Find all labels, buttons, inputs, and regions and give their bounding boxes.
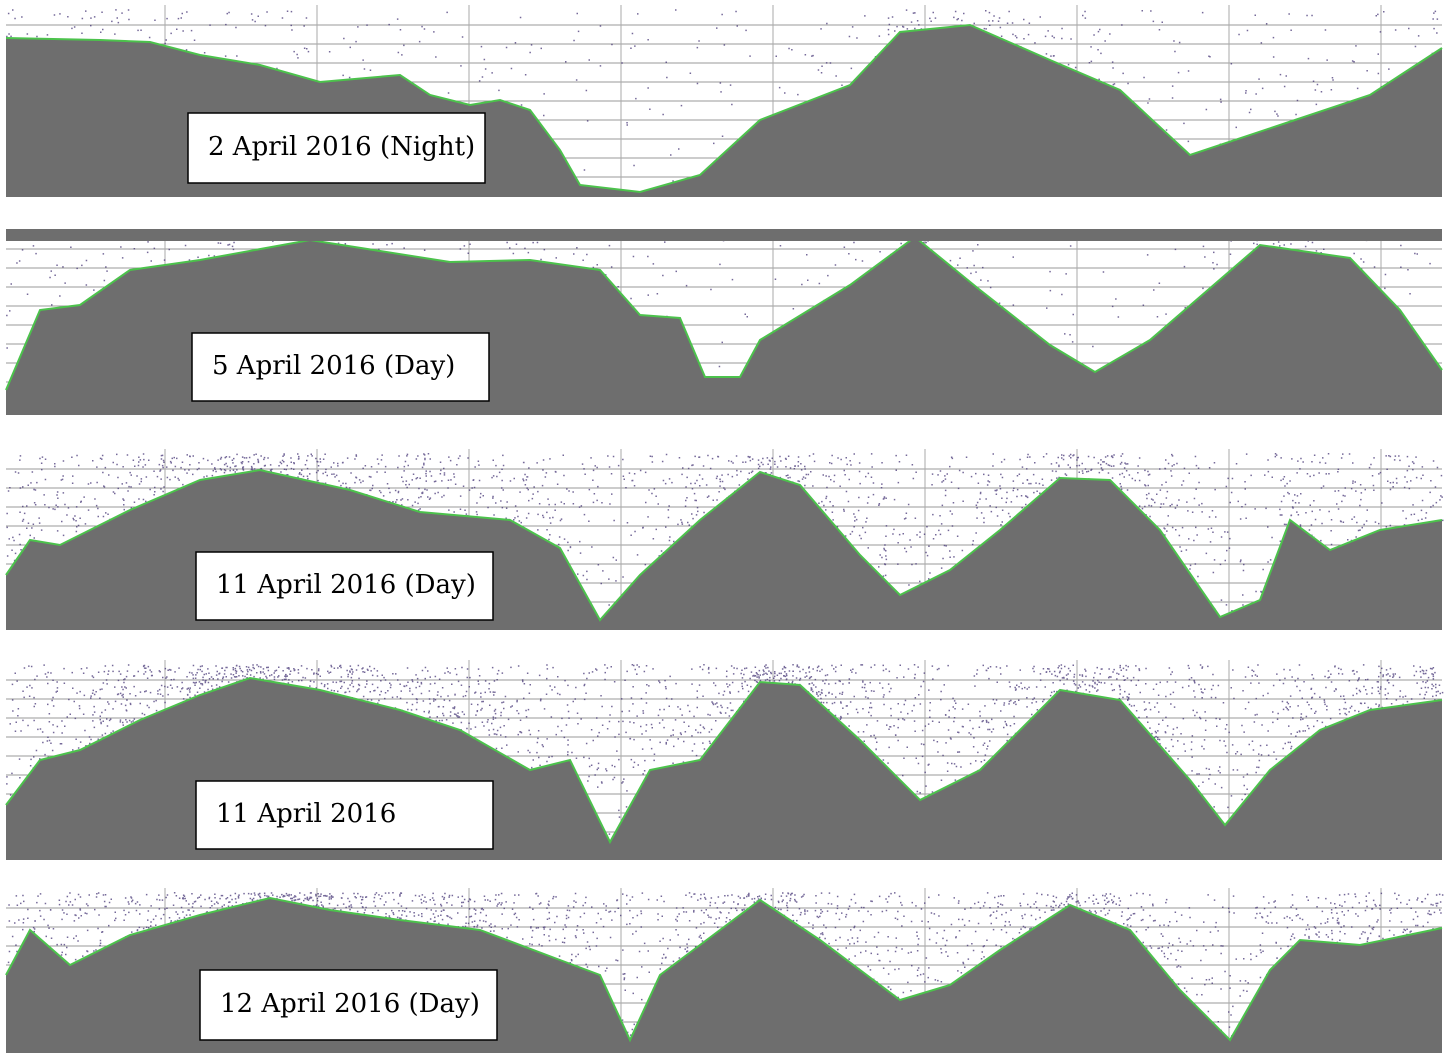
echogram-figure: 2 April 2016 (Night) 5 April 2016 (Day) 11… <box>0 0 1452 1053</box>
panel-label: 12 April 2016 (Day) <box>220 989 480 1019</box>
echogram-panel: 11 April 2016 (Day) <box>6 449 1444 630</box>
echogram-panel: 2 April 2016 (Night) <box>6 5 1442 197</box>
panel-label: 5 April 2016 (Day) <box>212 351 455 381</box>
echogram-panel: 12 April 2016 (Day) <box>6 888 1443 1053</box>
panel-label: 2 April 2016 (Night) <box>208 132 475 162</box>
echogram-panel: 5 April 2016 (Day) <box>6 229 1442 415</box>
panel-label: 11 April 2016 (Day) <box>216 570 476 600</box>
surface-strip <box>6 229 1442 241</box>
echogram-panel: 11 April 2016 <box>6 660 1443 860</box>
panel-label: 11 April 2016 <box>216 799 396 829</box>
